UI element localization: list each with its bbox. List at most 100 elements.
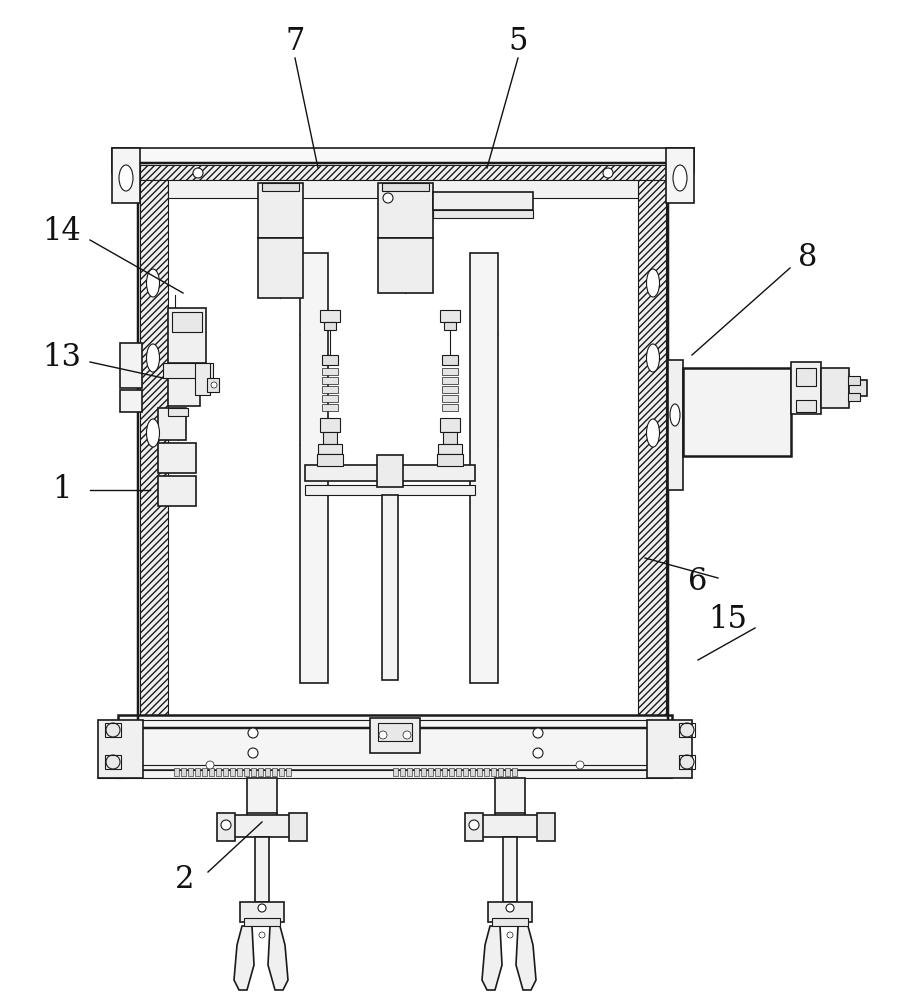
- Bar: [512, 768, 517, 776]
- Circle shape: [206, 761, 214, 769]
- Ellipse shape: [146, 419, 160, 447]
- Bar: [647, 720, 692, 778]
- Bar: [202, 768, 207, 776]
- Bar: [158, 443, 196, 473]
- Bar: [136, 720, 654, 765]
- Bar: [172, 312, 202, 332]
- Ellipse shape: [146, 344, 160, 372]
- Bar: [174, 768, 179, 776]
- Bar: [683, 368, 791, 456]
- Bar: [437, 454, 463, 466]
- Bar: [377, 455, 403, 487]
- Bar: [323, 432, 337, 444]
- Bar: [168, 378, 200, 406]
- Bar: [468, 815, 552, 837]
- Bar: [463, 768, 468, 776]
- Bar: [442, 395, 458, 402]
- Circle shape: [603, 168, 613, 178]
- Circle shape: [383, 193, 393, 203]
- Bar: [322, 395, 338, 402]
- Bar: [442, 377, 458, 384]
- Bar: [492, 918, 528, 926]
- Bar: [442, 404, 458, 411]
- Bar: [442, 768, 447, 776]
- Ellipse shape: [646, 344, 659, 372]
- Circle shape: [106, 723, 120, 737]
- Circle shape: [221, 820, 231, 830]
- Text: 5: 5: [508, 26, 528, 57]
- Bar: [322, 377, 338, 384]
- Circle shape: [469, 820, 479, 830]
- Bar: [438, 444, 462, 454]
- Ellipse shape: [673, 165, 687, 191]
- Bar: [435, 768, 440, 776]
- Ellipse shape: [146, 269, 160, 297]
- Polygon shape: [234, 926, 254, 990]
- Bar: [258, 238, 303, 298]
- Text: 14: 14: [43, 217, 82, 247]
- Bar: [140, 165, 666, 180]
- Bar: [433, 210, 533, 218]
- Bar: [120, 390, 142, 412]
- Text: 15: 15: [708, 604, 747, 636]
- Bar: [317, 454, 343, 466]
- Ellipse shape: [119, 165, 133, 191]
- Bar: [305, 465, 475, 481]
- Bar: [320, 310, 340, 322]
- Ellipse shape: [646, 269, 659, 297]
- Bar: [537, 813, 555, 841]
- Bar: [158, 476, 196, 506]
- Text: 7: 7: [285, 26, 305, 57]
- Bar: [251, 768, 256, 776]
- Bar: [289, 813, 307, 841]
- Bar: [322, 368, 338, 375]
- Bar: [407, 768, 412, 776]
- Bar: [262, 183, 299, 191]
- Bar: [638, 180, 666, 726]
- Bar: [503, 837, 517, 902]
- Bar: [378, 723, 412, 741]
- Circle shape: [533, 728, 543, 738]
- Bar: [470, 253, 498, 683]
- Bar: [181, 768, 186, 776]
- Circle shape: [379, 731, 387, 739]
- Bar: [217, 813, 235, 841]
- Bar: [168, 180, 638, 198]
- Bar: [679, 755, 695, 769]
- Bar: [320, 418, 340, 432]
- Bar: [140, 180, 168, 726]
- Bar: [821, 368, 849, 408]
- Bar: [440, 418, 460, 432]
- Bar: [300, 253, 328, 683]
- Bar: [378, 183, 433, 238]
- Bar: [491, 768, 496, 776]
- Bar: [209, 768, 214, 776]
- Bar: [120, 343, 142, 388]
- Polygon shape: [268, 926, 288, 990]
- Bar: [105, 755, 121, 769]
- Bar: [433, 192, 533, 210]
- Bar: [848, 393, 860, 401]
- Bar: [230, 768, 235, 776]
- Bar: [244, 918, 280, 926]
- Circle shape: [248, 748, 258, 758]
- Bar: [258, 183, 303, 238]
- Bar: [324, 322, 336, 330]
- Bar: [442, 386, 458, 393]
- Circle shape: [403, 731, 411, 739]
- Bar: [247, 778, 277, 813]
- Bar: [240, 902, 284, 922]
- Bar: [322, 355, 338, 365]
- Bar: [668, 360, 683, 490]
- Text: 2: 2: [175, 864, 194, 896]
- Bar: [163, 363, 213, 378]
- Bar: [195, 363, 210, 395]
- Bar: [118, 770, 672, 778]
- Bar: [477, 768, 482, 776]
- Bar: [382, 183, 429, 191]
- Text: 1: 1: [53, 475, 72, 506]
- Bar: [442, 368, 458, 375]
- Bar: [158, 408, 186, 440]
- Text: 8: 8: [798, 242, 818, 273]
- Bar: [195, 768, 200, 776]
